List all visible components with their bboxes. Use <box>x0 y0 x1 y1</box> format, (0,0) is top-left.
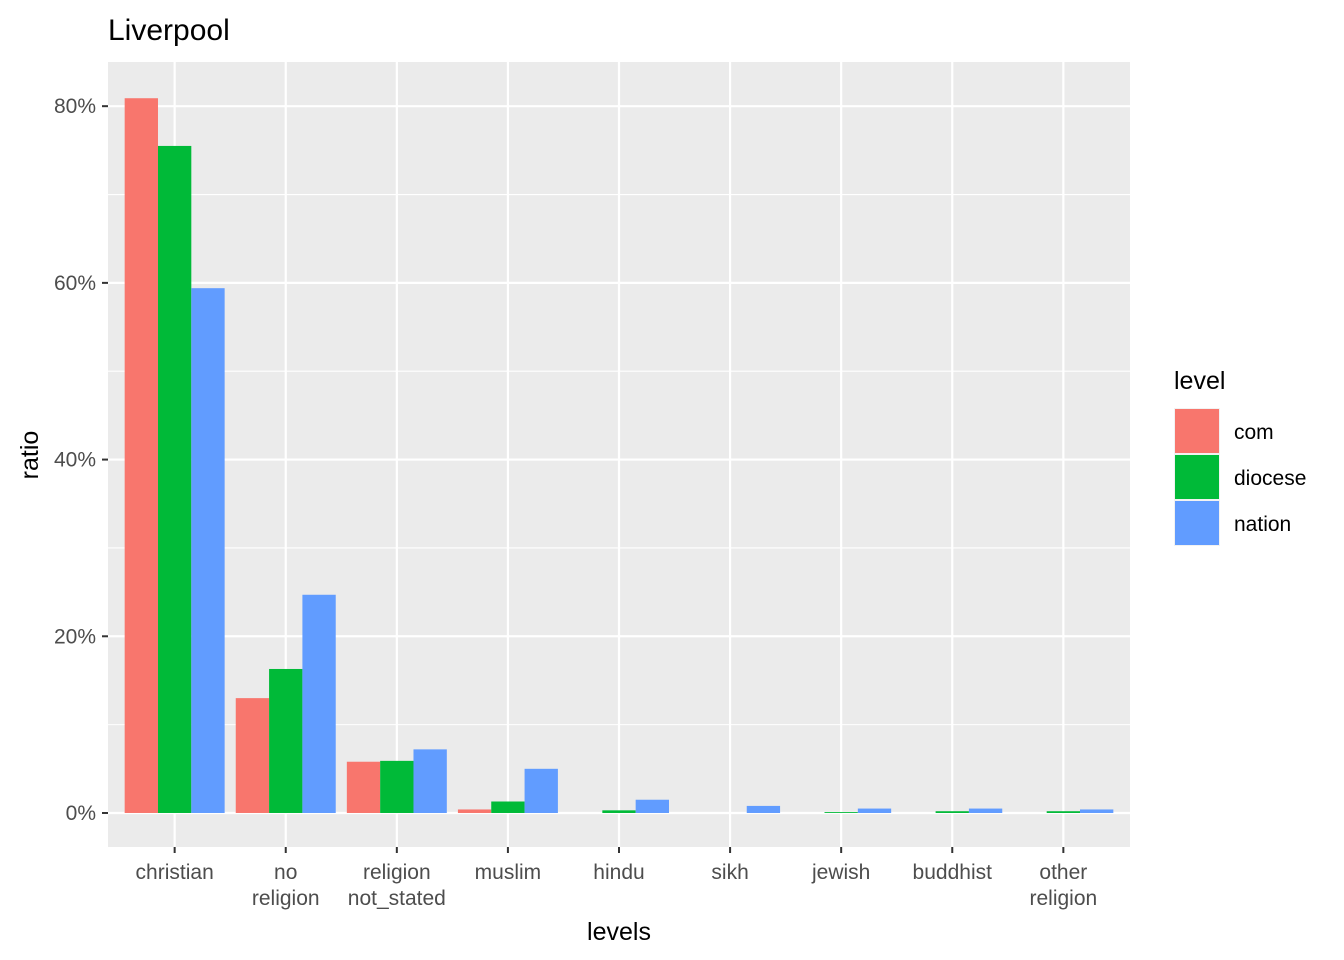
legend-swatch-com <box>1175 409 1219 453</box>
x-tick-label: religion not_stated <box>348 861 446 910</box>
legend-swatch-diocese <box>1175 455 1219 499</box>
x-tick-label: muslim <box>475 861 542 884</box>
x-axis: christian no religion religion not_stated mus… <box>136 847 1097 910</box>
bar-com-no-religion <box>235 698 270 813</box>
x-tick-label: buddhist <box>913 861 993 884</box>
bar-com-religion-not-stated <box>346 761 381 813</box>
legend-swatch-nation <box>1175 501 1219 545</box>
legend-label-com: com <box>1234 421 1274 444</box>
legend-label-nation: nation <box>1234 513 1291 536</box>
bar-diocese-christian <box>157 145 192 813</box>
bar-diocese-hindu <box>602 810 636 813</box>
x-tick-label: hindu <box>593 861 644 884</box>
bar-diocese-jewish <box>824 812 858 813</box>
y-tick-label: 40% <box>54 449 96 472</box>
x-tick-label: other religion <box>1029 861 1097 910</box>
y-tick-label: 20% <box>54 625 96 648</box>
legend-title: level <box>1174 367 1225 395</box>
x-tick-label: christian <box>136 861 214 884</box>
bar-com-christian <box>124 98 158 813</box>
bar-nation-christian <box>191 288 225 813</box>
bar-com-muslim <box>457 809 492 813</box>
bar-nation-no-religion <box>302 594 336 813</box>
y-axis-title: ratio <box>16 431 44 480</box>
bars <box>124 98 1114 813</box>
x-tick-label: no religion <box>252 861 320 910</box>
y-tick-label: 60% <box>54 272 96 295</box>
y-axis: 0% 20% 40% 60% 80% <box>54 95 108 825</box>
bar-diocese-buddhist <box>935 811 969 813</box>
x-tick-label: sikh <box>711 861 748 884</box>
bar-nation-religion-not-stated <box>413 749 447 813</box>
bar-nation-sikh <box>746 805 781 813</box>
bar-diocese-muslim <box>491 801 525 813</box>
bar-diocese-religion-not-stated <box>380 760 414 813</box>
bar-diocese-other-religion <box>1046 811 1081 813</box>
bar-nation-other-religion <box>1080 809 1114 813</box>
chart-title: Liverpool <box>108 14 230 47</box>
bar-nation-hindu <box>635 799 669 813</box>
x-axis-title: levels <box>587 918 651 946</box>
legend: level com diocese nation <box>1174 367 1306 546</box>
bar-nation-buddhist <box>968 808 1003 813</box>
bar-nation-jewish <box>857 808 892 813</box>
x-tick-label: jewish <box>811 861 870 884</box>
y-tick-label: 0% <box>66 802 96 825</box>
bar-diocese-no-religion <box>269 668 303 813</box>
legend-label-diocese: diocese <box>1234 467 1306 490</box>
y-tick-label: 80% <box>54 95 96 118</box>
bar-nation-muslim <box>524 768 558 813</box>
